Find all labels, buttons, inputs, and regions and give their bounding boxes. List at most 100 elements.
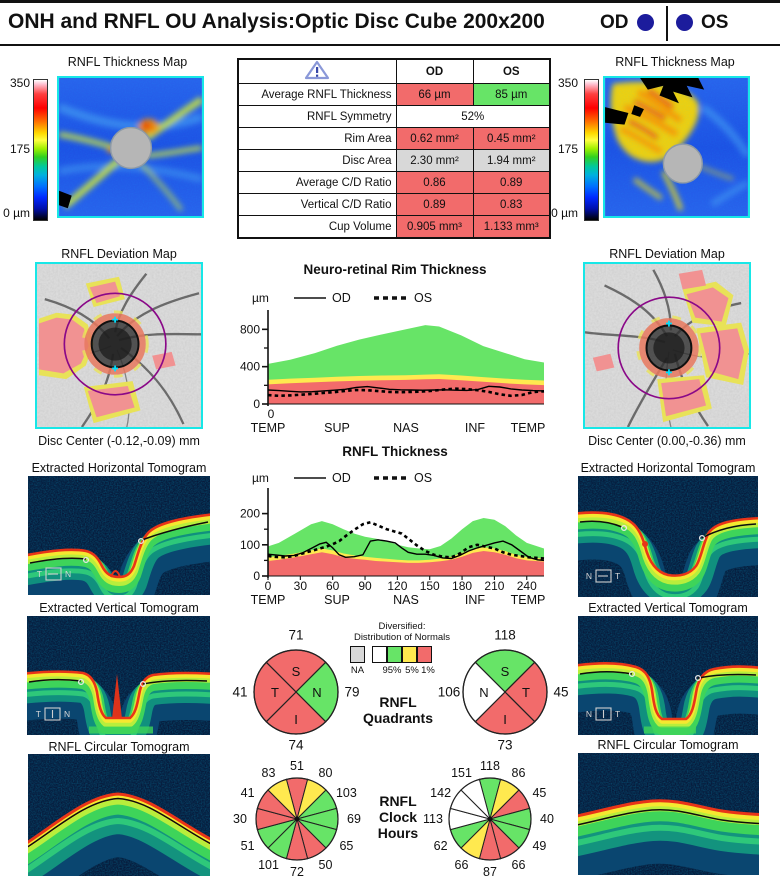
chart-label: 0 <box>265 579 272 593</box>
chart-label: N <box>312 685 321 700</box>
rnfl-chart-title: RNFL Thickness <box>342 444 448 459</box>
scale-350-os: 350 <box>557 76 578 90</box>
normals-legend: Diversified: Distribution of Normals NA … <box>346 621 458 681</box>
od-clock-hours: 51 80 103 69 65 50 72 101 51 30 41 83 <box>227 759 367 879</box>
artifact-blob <box>605 107 629 125</box>
chart-label: 210 <box>484 579 504 593</box>
metric-od-value: 0.86 <box>395 171 474 194</box>
metric-os-value: 85 µm <box>472 83 551 106</box>
chart-label: TEMP <box>511 421 546 435</box>
os-thickness-map <box>603 76 750 218</box>
scale-175: 175 <box>9 142 30 156</box>
clock-value-11: 151 <box>451 766 472 781</box>
chart-label: 90 <box>358 579 372 593</box>
warning-cell <box>237 58 397 84</box>
chart-label: 800 <box>240 322 260 336</box>
chart-label: S <box>292 664 301 679</box>
marker-left-label: N <box>586 709 592 719</box>
clock-value-6: 72 <box>290 865 304 879</box>
legend-title-2: Distribution of Normals <box>353 632 451 643</box>
od-deviation-map-title: RNFL Deviation Map <box>61 247 177 261</box>
artifact-blob <box>59 190 72 209</box>
os-thickness-map-title: RNFL Thickness Map <box>615 55 735 69</box>
chart-label: NAS <box>393 421 419 435</box>
metric-label: Vertical C/D Ratio <box>237 193 397 216</box>
clock-value-4: 49 <box>532 838 547 853</box>
clock-value-11: 83 <box>261 766 276 781</box>
clock-graphic <box>448 777 532 861</box>
swatch-na <box>350 646 365 663</box>
metric-merged-value: 52% <box>395 105 551 128</box>
rim-chart-title: Neuro-retinal Rim Thickness <box>303 262 487 277</box>
col-od: OD <box>395 58 474 84</box>
chart-label: INF <box>465 593 486 607</box>
marker-left-label: T <box>37 569 42 579</box>
od-thickness-map <box>57 76 204 218</box>
chart-label: µm <box>252 471 269 485</box>
clock-value-8: 62 <box>433 838 448 853</box>
scale-0-os: 0 µm <box>551 206 578 220</box>
legend-95: 95% <box>382 665 402 676</box>
summary-table: OD OS Average RNFL Thickness 66 µm 85 µm RN… <box>237 58 551 239</box>
od-disc-center: Disc Center (-0.12,-0.09) mm <box>38 434 200 448</box>
report-header: ONH and RNFL OU Analysis:Optic Disc Cube… <box>0 0 780 46</box>
disc-axis-markers <box>666 320 672 376</box>
orientation-marker: T N <box>37 567 71 581</box>
clock-value-4: 65 <box>339 838 354 853</box>
swatch-5 <box>402 646 417 663</box>
os-vertical-tomogram: N T <box>578 616 758 735</box>
quadrant-value-top: 71 <box>288 627 304 643</box>
chart-label: OS <box>414 291 432 305</box>
metric-label: Rim Area <box>237 127 397 150</box>
chart-label: NAS <box>393 593 419 607</box>
chart-label: TEMP <box>251 421 286 435</box>
clock-hours-heading: RNFL Clock Hours <box>377 793 419 841</box>
metric-os-value: 0.83 <box>472 193 551 216</box>
clock-value-5: 50 <box>318 857 333 872</box>
od-circular-tomogram-title: RNFL Circular Tomogram <box>48 740 190 754</box>
clock-value-3: 69 <box>347 812 361 826</box>
chart-label: T <box>522 685 530 700</box>
table-header-row: OD OS <box>237 58 551 84</box>
od-vertical-tomogram: T N <box>27 616 210 735</box>
legend-title-1: Diversified: <box>378 621 426 632</box>
table-row: Average RNFL Thickness 66 µm 85 µm <box>237 83 551 106</box>
chart-label: 30 <box>294 579 308 593</box>
report-title: ONH and RNFL OU Analysis:Optic Disc Cube… <box>8 10 545 33</box>
clock-value-5: 66 <box>511 857 526 872</box>
series-OS <box>267 520 545 560</box>
clock-value-9: 30 <box>233 812 247 826</box>
chart-label: 120 <box>387 579 407 593</box>
chart-label: INF <box>465 421 486 435</box>
series-OS <box>267 387 545 398</box>
chart-label: 0 <box>253 569 260 583</box>
metric-label: Disc Area <box>237 149 397 172</box>
chart-label: 240 <box>517 579 537 593</box>
measurement-circle <box>63 292 167 396</box>
clock-value-6: 87 <box>483 865 497 879</box>
orientation-marker: N T <box>586 707 620 721</box>
od-quadrant-pie: S N I T 71 79 74 41 <box>231 626 361 753</box>
od-indicator-icon <box>637 14 654 31</box>
od-thickness-scale <box>33 79 48 221</box>
optic-disc <box>109 126 153 170</box>
os-deviation-map-title: RNFL Deviation Map <box>609 247 725 261</box>
chart-label: 150 <box>420 579 440 593</box>
chart-label: OD <box>332 291 351 305</box>
artifact-blob <box>640 78 705 104</box>
metric-label: Average RNFL Thickness <box>237 83 397 106</box>
scale-0: 0 µm <box>3 206 30 220</box>
metric-label: Average C/D Ratio <box>237 171 397 194</box>
metric-od-value: 2.30 mm² <box>395 149 474 172</box>
marker-left-label: N <box>586 571 592 581</box>
marker-right-label: N <box>65 569 71 579</box>
clock-value-2: 103 <box>335 785 357 800</box>
clock-graphic <box>255 777 339 861</box>
series-OD <box>267 385 545 393</box>
os-thickness-scale <box>584 79 599 221</box>
os-label: OS <box>701 12 729 33</box>
os-disc-center: Disc Center (0.00,-0.36) mm <box>588 434 746 448</box>
